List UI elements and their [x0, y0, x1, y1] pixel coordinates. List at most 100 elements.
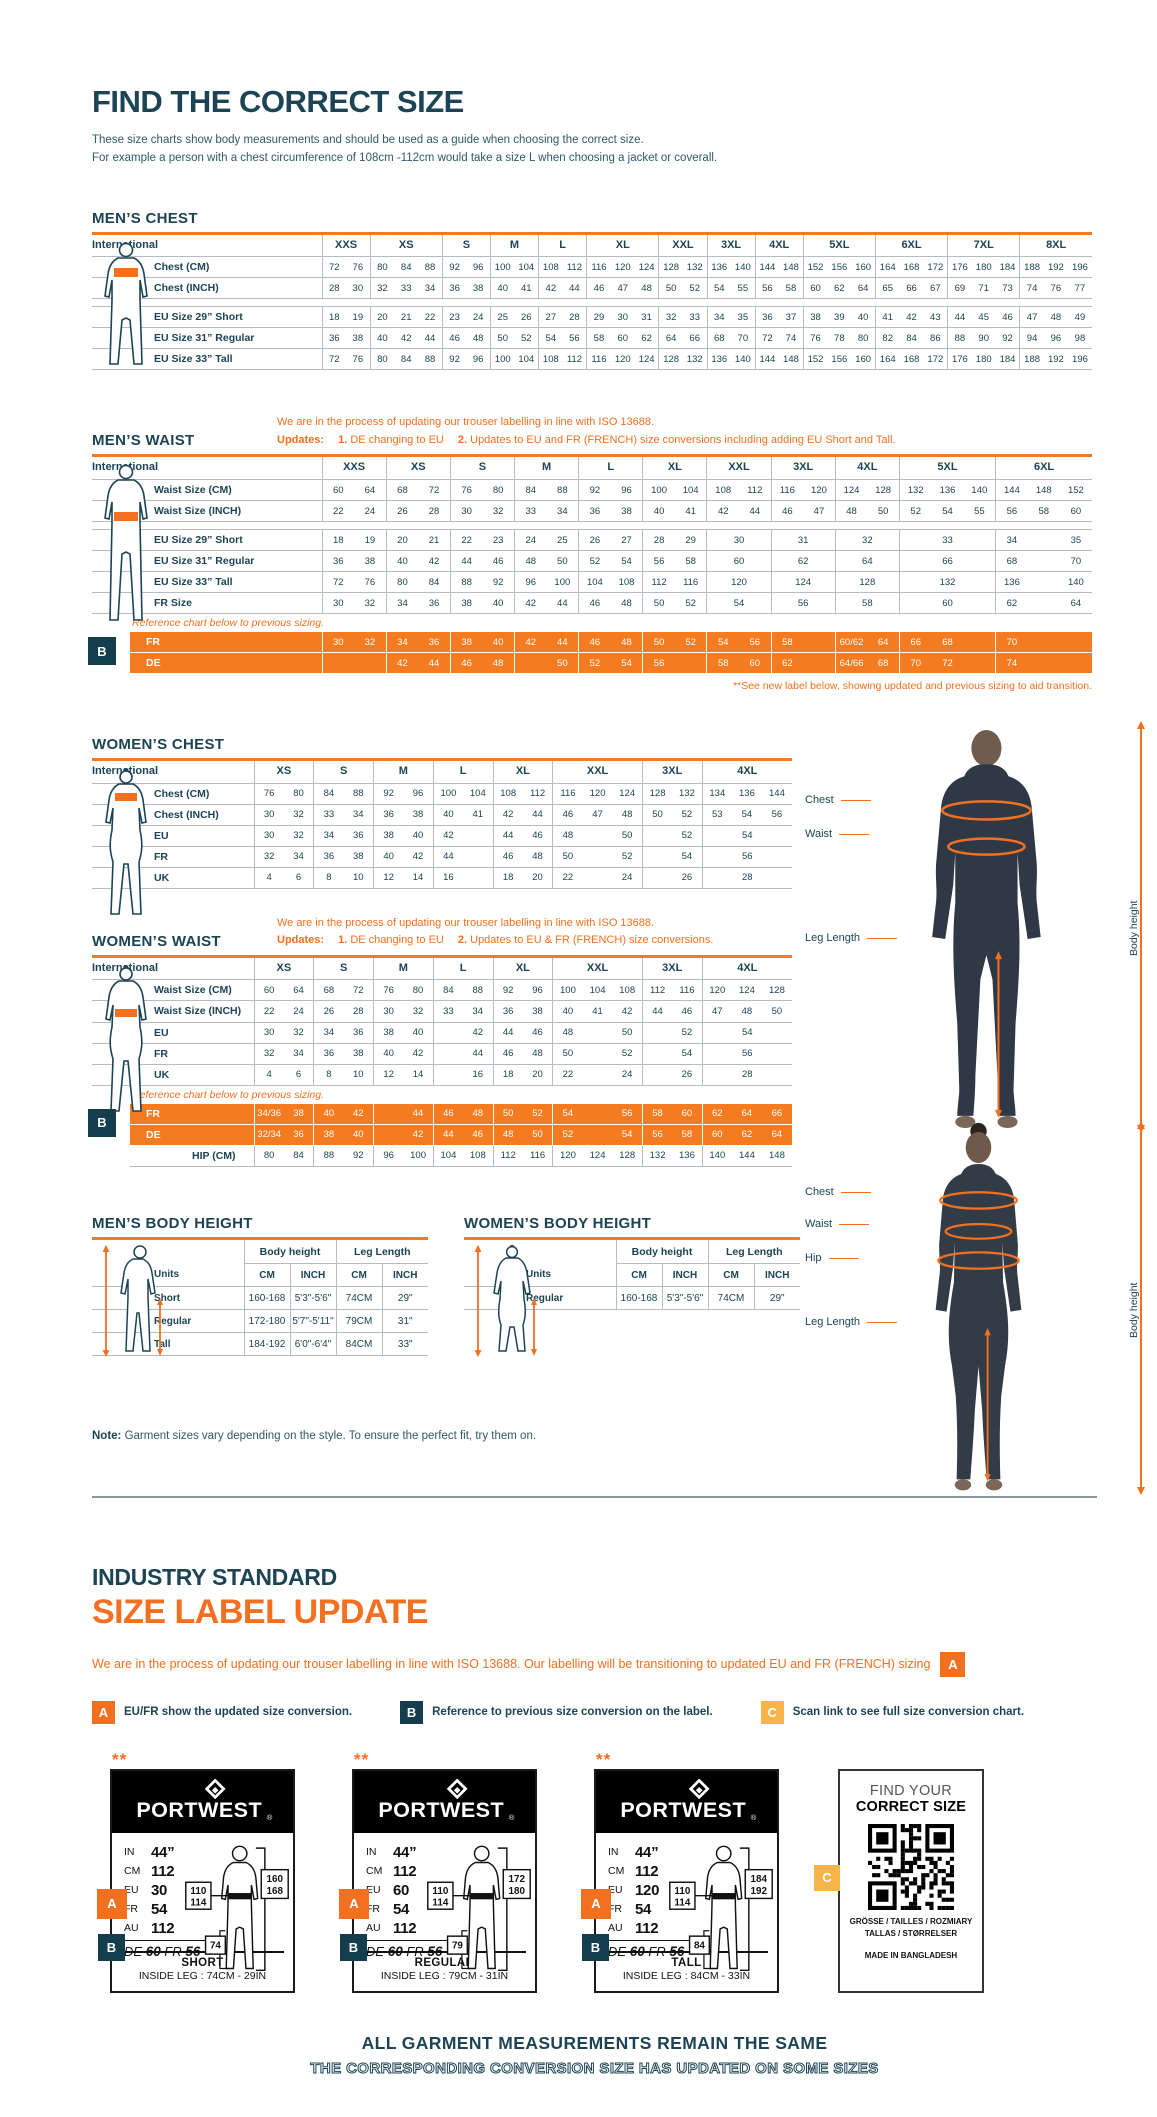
cell: 124 — [770, 571, 836, 594]
svg-text:PORTWEST: PORTWEST — [620, 1797, 746, 1822]
footer-line2: THE CORRESPONDING CONVERSION SIZE HAS UP… — [310, 2059, 879, 2077]
cell: 38 — [449, 632, 483, 654]
cell: 148 — [779, 256, 804, 279]
cell: 156 — [827, 256, 852, 279]
cell: 136 — [706, 348, 732, 371]
cell: 6 — [283, 1064, 314, 1086]
cell: 34 — [313, 825, 344, 847]
cell: 52 — [672, 804, 703, 826]
cell — [641, 846, 673, 868]
cell: 104 — [432, 1145, 464, 1167]
cell: 42 — [418, 550, 451, 573]
cell: 56 — [641, 1124, 673, 1146]
header-row: InternationalXXSXSSMLXLXXL3XL4XL5XL6XL — [92, 455, 1092, 480]
cell: 32 — [354, 592, 387, 615]
cell: 156 — [827, 348, 852, 371]
cell: 35 — [1059, 529, 1092, 552]
cell: 104 — [582, 979, 613, 1002]
cell: 22 — [418, 306, 443, 329]
cell: 60 — [1059, 500, 1092, 523]
cell: 144 — [754, 256, 780, 279]
cell: 26 — [385, 500, 419, 523]
cell: 40 — [482, 592, 515, 615]
cell: 88 — [313, 1145, 344, 1167]
table-row: Waist Size (CM) 60 64 68 72 76 80 84 88 92 96 100 10… — [92, 479, 1092, 502]
table-row: FR Size 30 32 34 36 38 40 42 44 46 48 50 52 54 56 58 60 6… — [92, 592, 1092, 615]
cell: 60 — [610, 327, 635, 350]
size-table: InternationalXSSMLXLXXL3XL4XLWaist Size … — [92, 954, 792, 1086]
cell: Leg Length — [707, 1238, 800, 1264]
table-row: FR 34/36 38 40 42 44 46 48 50 52 54 56 58 60 62 64 66 — [130, 1103, 792, 1125]
womens-waist-table: InternationalXSSMLXLXXL3XL4XLWaist Size … — [92, 954, 1097, 1086]
cell: 40 — [432, 804, 464, 826]
intro-line1: These size charts show body measurements… — [92, 134, 644, 146]
cell: 120 — [610, 348, 635, 371]
label-header: PORTWEST ® — [354, 1770, 535, 1833]
table-row: EU Size 31” Regular 36 38 40 42 44 46 48 50 52 54 5… — [92, 327, 1092, 350]
cell: 4XL — [701, 759, 792, 784]
cell: 80 — [283, 783, 314, 805]
cell — [803, 632, 836, 654]
cell: 120 — [552, 1145, 583, 1167]
header-row: InternationalXXSXSSMLXLXXL3XL4XL5XL6XL7X… — [92, 233, 1092, 258]
cell: 4XL — [754, 233, 804, 258]
table-row: UK 4 6 8 10 12 14 16 18 20 22 24 26 28 — [92, 867, 792, 889]
cell: 184-192 — [243, 1332, 290, 1356]
cell — [803, 652, 836, 675]
cell: 116 — [552, 783, 583, 805]
cell: 58 — [1027, 500, 1060, 523]
cell: 42 — [899, 306, 924, 329]
table-row: Chest (INCH) 28 30 32 33 34 36 38 40 41 42 44 46 47 48… — [92, 277, 1092, 300]
cell: 140 — [731, 348, 756, 371]
cell: EU Size 31” Regular — [92, 550, 322, 573]
cell: 96 — [1043, 327, 1068, 350]
cell: 128 — [761, 979, 792, 1002]
cell: 80 — [851, 327, 876, 350]
table-row: EU 30 32 34 36 38 40 42 44 46 48 50 52 54 — [92, 825, 792, 847]
update-paragraph: We are in the process of updating our tr… — [92, 1651, 1097, 1677]
cell: 23 — [441, 306, 467, 329]
cell: 160 — [851, 348, 876, 371]
cell — [463, 825, 493, 847]
cell: 42 — [385, 652, 419, 675]
cell: 50 — [492, 1103, 523, 1125]
cell — [641, 825, 673, 847]
cell: 38 — [283, 1103, 314, 1125]
cell — [1027, 592, 1060, 615]
cell: 12 — [373, 867, 404, 889]
cell: CM — [615, 1263, 662, 1287]
cell: 46 — [995, 306, 1020, 329]
cell: 70 — [1059, 550, 1092, 573]
cell: 96 — [513, 571, 547, 594]
svg-text:114: 114 — [190, 1897, 206, 1908]
cell: 80 — [369, 256, 395, 279]
fit-name: TALL — [671, 1956, 702, 1969]
cell: 84 — [513, 479, 547, 502]
svg-text:79: 79 — [452, 1940, 463, 1951]
cell: 132 — [682, 256, 707, 279]
womens-chest-section: WOMEN’S CHEST InternationalXSSMLXLXXL3XL… — [92, 736, 1097, 915]
cell: 54 — [672, 1043, 703, 1065]
size-row: FR 54 — [366, 1900, 410, 1918]
cell: 160 — [851, 256, 876, 279]
cell: 144 — [754, 348, 780, 371]
cell: 29" — [753, 1286, 800, 1310]
chest-label: Chest — [805, 1186, 871, 1198]
cell: 42 — [492, 804, 523, 826]
cell: 72 — [418, 479, 451, 502]
cell: 168 — [899, 348, 924, 371]
cell: 48 — [513, 550, 547, 573]
label-figure: 110 114 172 180 79 — [427, 1845, 531, 1971]
cell: 160-168 — [243, 1286, 290, 1310]
cell: 68 — [706, 327, 732, 350]
cell: 5XL — [898, 455, 996, 480]
cell: 6'0"-6'4" — [289, 1332, 336, 1356]
section-divider — [92, 1495, 1097, 1498]
cell: 50 — [658, 277, 683, 300]
cell — [373, 1124, 404, 1146]
cell: 144 — [761, 783, 792, 805]
label-body: IN 44” CM 112 EU 30 FR 54 AU 112 DE 60 FR 56 110 … — [112, 1833, 293, 1971]
cell: FR — [130, 1103, 254, 1125]
cell: 20 — [522, 867, 553, 889]
cell: 46 — [770, 500, 804, 523]
